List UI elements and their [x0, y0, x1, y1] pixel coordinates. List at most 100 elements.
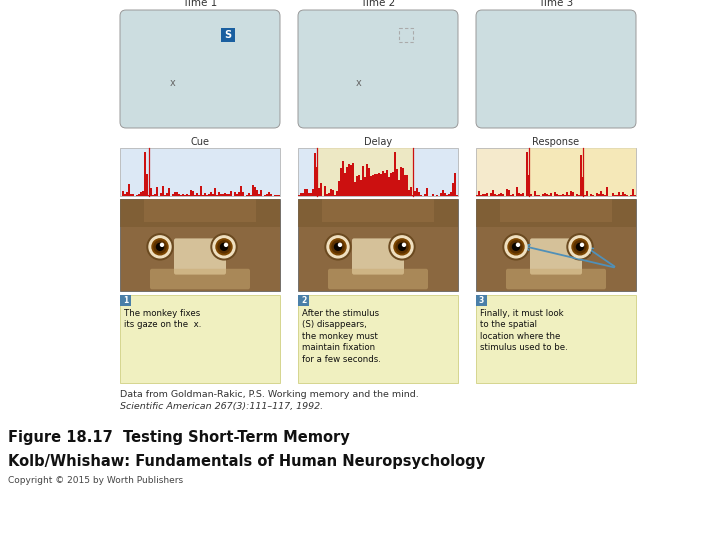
Bar [278, 195, 279, 196]
Bar [566, 192, 567, 196]
Bar [342, 161, 343, 196]
Bar [396, 169, 397, 196]
Bar [208, 194, 210, 196]
Bar [168, 188, 170, 196]
Bar [318, 148, 413, 196]
Text: 2: 2 [301, 296, 306, 305]
Bar [314, 153, 315, 196]
Circle shape [505, 236, 527, 258]
Bar [418, 192, 420, 196]
Circle shape [394, 239, 410, 255]
Bar [400, 167, 402, 196]
Circle shape [156, 244, 163, 251]
Bar [174, 192, 176, 196]
Bar [410, 187, 412, 196]
Circle shape [513, 244, 520, 251]
Bar [230, 191, 232, 196]
Bar [506, 188, 508, 196]
Bar [298, 199, 458, 227]
Circle shape [569, 236, 591, 258]
Bar [392, 172, 394, 196]
Bar [538, 195, 540, 196]
Circle shape [218, 241, 230, 253]
Bar [480, 195, 482, 196]
Text: Time 3: Time 3 [539, 0, 574, 8]
Bar [408, 190, 410, 196]
Bar [210, 192, 212, 196]
Bar [402, 167, 404, 196]
Text: Delay: Delay [364, 137, 392, 147]
Bar [120, 295, 280, 383]
Bar [358, 175, 360, 196]
Bar [476, 148, 636, 196]
Bar [236, 194, 238, 196]
Bar [306, 188, 307, 196]
Bar [448, 194, 450, 196]
Bar [454, 173, 456, 196]
Bar [132, 194, 134, 196]
Bar [382, 171, 384, 196]
Bar [304, 189, 306, 196]
Bar [476, 295, 487, 306]
Bar [512, 194, 513, 196]
Bar [198, 195, 199, 196]
Bar [586, 191, 588, 196]
Bar [558, 195, 559, 196]
Bar [590, 194, 592, 196]
Bar [602, 194, 603, 196]
Bar [634, 195, 636, 196]
Text: x: x [356, 78, 361, 88]
Bar [216, 195, 217, 196]
Bar [350, 165, 351, 196]
Bar [120, 199, 280, 291]
Circle shape [332, 241, 344, 253]
Bar [242, 192, 243, 196]
Bar [172, 194, 174, 196]
Bar [122, 191, 124, 196]
Text: Figure 18.17  Testing Short-Term Memory: Figure 18.17 Testing Short-Term Memory [8, 430, 350, 445]
Bar [302, 193, 304, 196]
Circle shape [338, 244, 341, 246]
Bar [356, 176, 358, 196]
Text: Time 2: Time 2 [361, 0, 395, 8]
Bar [312, 189, 314, 196]
Bar [338, 181, 340, 196]
Text: S: S [224, 30, 231, 40]
Bar [254, 187, 256, 196]
Bar [166, 193, 168, 196]
Bar [348, 164, 350, 196]
Bar [240, 186, 242, 196]
FancyBboxPatch shape [476, 10, 636, 128]
Bar [220, 194, 222, 196]
Bar [320, 183, 322, 196]
Bar [180, 195, 181, 196]
Text: Response: Response [532, 137, 580, 147]
Bar [310, 193, 312, 196]
Bar [618, 192, 620, 196]
Bar [366, 164, 368, 196]
Bar [406, 176, 408, 196]
Bar [516, 187, 518, 196]
Text: Finally, it must look
to the spatial
location where the
stimulus used to be.: Finally, it must look to the spatial loc… [480, 309, 568, 353]
Bar [452, 183, 454, 196]
Bar [364, 177, 366, 196]
Bar [136, 195, 138, 196]
Bar [128, 184, 130, 196]
Bar [456, 195, 458, 196]
FancyBboxPatch shape [328, 269, 428, 289]
Bar [490, 193, 492, 196]
Bar [218, 192, 220, 196]
Bar [510, 195, 512, 196]
Bar [252, 185, 253, 196]
Bar [492, 190, 494, 196]
Bar [298, 295, 309, 306]
Bar [450, 192, 451, 196]
Bar [496, 195, 498, 196]
Bar [572, 192, 574, 196]
Bar [250, 195, 252, 196]
Bar [330, 188, 332, 196]
Bar [124, 194, 126, 196]
Bar [528, 148, 636, 196]
Bar [536, 195, 538, 196]
Bar [130, 193, 132, 196]
